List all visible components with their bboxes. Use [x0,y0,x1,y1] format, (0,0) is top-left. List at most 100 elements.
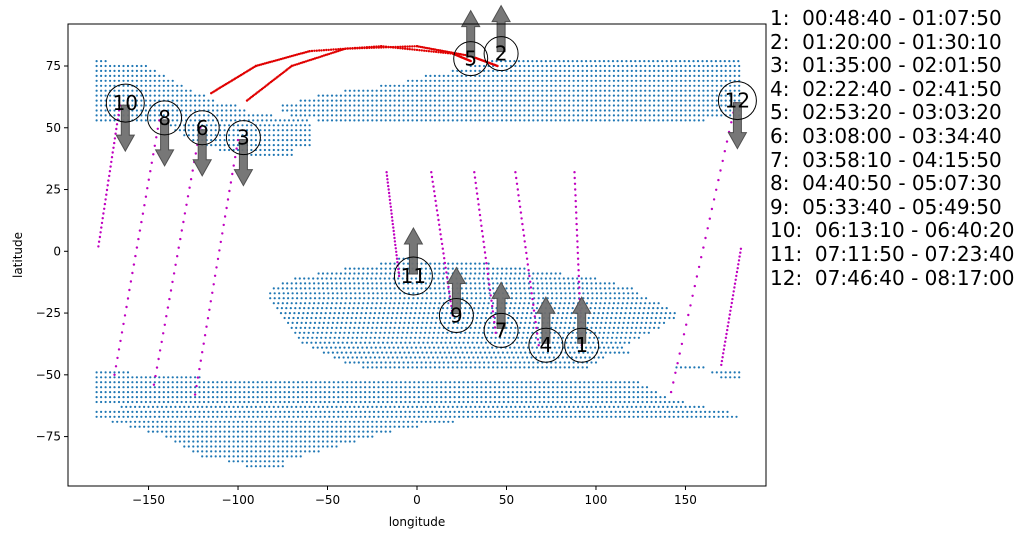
grid-point [450,346,453,349]
grid-point [639,94,642,97]
grid-point [562,331,565,334]
grid-point [543,396,546,399]
grid-point [433,326,436,329]
grid-point [153,99,156,102]
grid-point [677,410,680,413]
grid-point [402,114,405,117]
grid-point [469,114,472,117]
grid-point [639,79,642,82]
grid-point [520,410,523,413]
track-point [218,249,221,252]
grid-point [456,119,459,122]
grid-point [122,74,125,77]
grid-point [574,386,577,389]
grid-point [516,381,519,384]
grid-point [543,410,546,413]
grid-point [547,410,550,413]
grid-point [174,435,177,438]
grid-point [568,69,571,72]
grid-point [478,287,481,290]
grid-point [265,410,268,413]
grid-point [577,89,580,92]
grid-point [281,435,284,438]
grid-point [286,420,289,423]
grid-point [432,346,436,349]
track-point [421,46,424,49]
grid-point [408,396,411,399]
grid-point [465,79,468,82]
grid-point [301,400,304,404]
grid-point [117,99,121,102]
grid-point [395,341,398,344]
grid-point [346,396,349,399]
grid-point [416,321,419,324]
grid-point [475,316,479,320]
grid-point [359,400,362,404]
grid-point [594,287,598,290]
grid-point [440,410,443,413]
grid-point [399,341,402,344]
grid-point [512,356,515,359]
grid-point [411,405,414,408]
grid-point [644,99,647,102]
grid-point [441,277,445,280]
track-point [315,49,318,52]
grid-point [398,114,401,117]
grid-point [738,84,741,87]
grid-point [247,396,250,399]
grid-point [483,351,487,354]
grid-point [417,391,420,394]
grid-point [279,391,282,394]
grid-point [551,341,555,344]
grid-point [573,321,576,324]
grid-point [339,430,342,433]
grid-point [642,312,645,315]
grid-point [261,396,264,399]
grid-point [299,114,302,117]
grid-point [488,351,491,354]
grid-point [568,114,571,117]
track-point [304,60,308,63]
grid-point [176,109,179,112]
track-point [396,46,400,50]
grid-point [568,109,571,112]
grid-point [654,415,658,418]
grid-point [693,84,696,87]
grid-point [236,450,240,453]
grid-point [724,109,727,112]
grid-point [202,410,206,413]
track-point [295,63,299,66]
track-point [292,54,295,57]
track-point [341,47,345,51]
grid-point [536,114,539,117]
grid-point [254,153,257,156]
grid-point [592,386,595,389]
grid-point [149,94,152,97]
grid-point [250,144,253,147]
grid-point [156,425,159,428]
grid-point [236,435,240,438]
grid-point [281,148,284,152]
track-point [516,188,519,191]
grid-point [351,356,354,359]
grid-point [572,302,575,305]
track-point [529,286,533,289]
grid-point [384,326,387,329]
track-point [286,55,290,59]
grid-point [532,104,535,107]
grid-point [444,410,447,413]
grid-point [658,321,661,324]
grid-point [174,124,177,127]
grid-point [544,346,548,349]
grid-point [277,455,280,458]
grid-point [614,386,617,389]
grid-point [487,326,490,329]
grid-point [460,262,463,265]
grid-point [429,79,432,82]
grid-point [466,292,469,295]
grid-point [545,282,548,285]
grid-point [243,415,246,418]
grid-point [377,341,380,344]
grid-point [129,420,132,423]
grid-point [270,391,273,394]
